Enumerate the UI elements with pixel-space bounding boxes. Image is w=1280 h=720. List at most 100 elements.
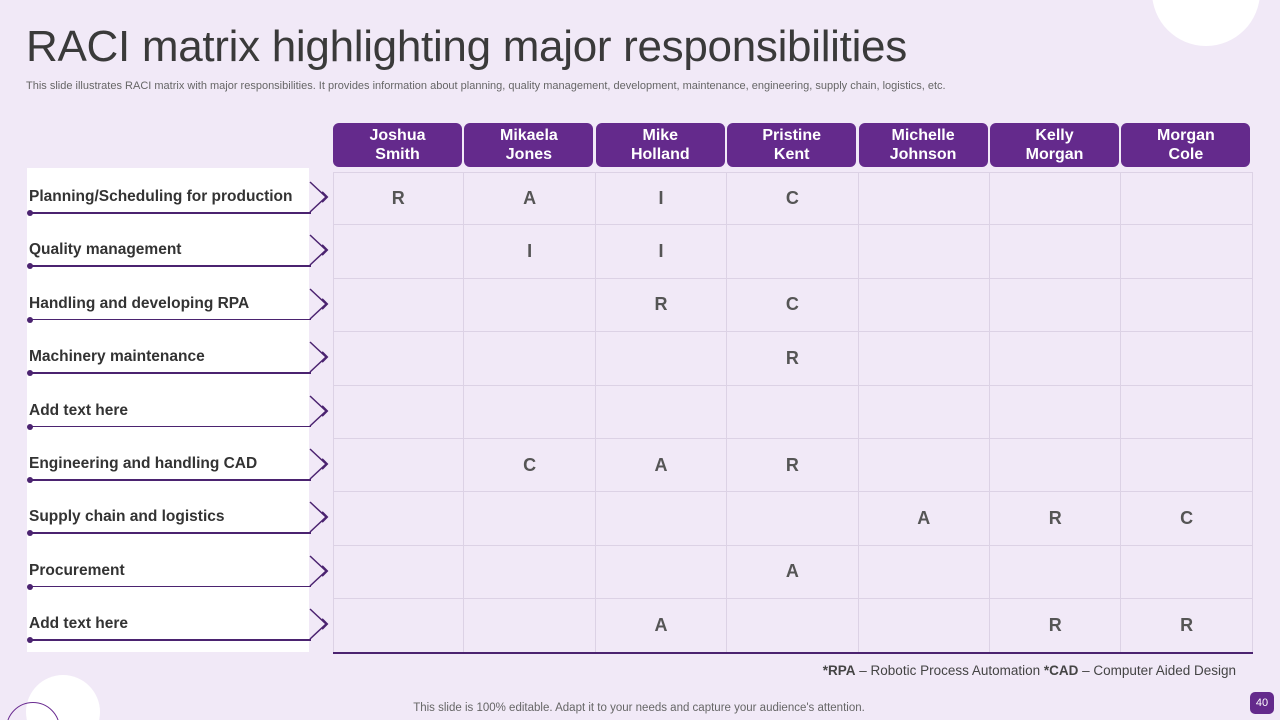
raci-cell: I — [464, 225, 596, 279]
responsibility-label: Engineering and handling CAD — [29, 455, 258, 472]
cad-abbreviation: *CAD — [1043, 663, 1079, 678]
chevron-right-icon — [309, 501, 329, 533]
responsibility-label: Add text here — [29, 615, 129, 633]
person-header: Kelly Morgan — [990, 123, 1119, 167]
person-header: Morgan Cole — [1121, 123, 1251, 167]
person-header: Joshua Smith — [333, 123, 462, 167]
raci-cell — [858, 225, 990, 279]
raci-cell: C — [1121, 492, 1253, 546]
raci-cell — [727, 492, 859, 546]
raci-cell — [595, 492, 728, 546]
label-underline — [30, 372, 311, 374]
label-dot — [27, 316, 33, 323]
raci-cell — [990, 225, 1122, 279]
raci-cell — [1121, 439, 1253, 493]
raci-cell: C — [727, 172, 859, 226]
raci-cell — [990, 385, 1122, 439]
raci-cell — [333, 545, 465, 600]
page-number-badge: 40 — [1250, 692, 1274, 714]
raci-cell — [595, 332, 728, 386]
raci-cell: R — [990, 492, 1122, 546]
raci-cell — [595, 385, 728, 439]
raci-cell: R — [1121, 599, 1253, 653]
raci-cell — [858, 172, 990, 226]
raci-cell: A — [727, 545, 859, 600]
raci-cell — [333, 278, 465, 333]
raci-cell — [464, 385, 596, 439]
chevron-right-icon — [309, 608, 329, 640]
raci-cell — [858, 385, 990, 439]
chevron-right-icon — [309, 395, 329, 427]
raci-cell — [990, 545, 1122, 600]
raci-cell — [464, 332, 596, 386]
raci-cell: C — [727, 278, 859, 333]
cad-definition: – Computer Aided Design — [1078, 663, 1236, 678]
raci-cell — [1121, 225, 1253, 279]
label-dot — [27, 583, 33, 590]
label-dot — [27, 263, 33, 270]
raci-cell: A — [858, 492, 990, 546]
raci-cell: A — [464, 172, 596, 226]
slide-footer: This slide is 100% editable. Adapt it to… — [413, 702, 865, 714]
label-dot — [27, 370, 33, 377]
raci-cell — [990, 439, 1122, 493]
raci-cell — [858, 332, 990, 386]
raci-cell — [727, 599, 859, 653]
raci-cell — [464, 599, 596, 653]
raci-cell — [990, 332, 1122, 386]
raci-cell — [464, 545, 596, 600]
raci-cell: I — [595, 172, 728, 226]
label-dot — [27, 637, 33, 644]
label-underline — [30, 585, 311, 588]
chevron-right-icon — [309, 448, 329, 480]
label-underline — [30, 479, 311, 481]
chevron-right-icon — [309, 288, 329, 320]
label-dot — [27, 210, 33, 216]
label-underline — [30, 265, 311, 267]
raci-cell — [1121, 385, 1253, 439]
raci-cell: R — [595, 278, 728, 333]
abbreviation-footnote: *RPA – Robotic Process Automation *CAD –… — [823, 663, 1236, 678]
chevron-right-icon — [309, 555, 329, 587]
responsibility-label: Planning/Scheduling for production — [29, 188, 293, 205]
raci-cell — [333, 599, 465, 653]
raci-cell — [1121, 278, 1253, 333]
label-underline — [30, 639, 311, 641]
raci-cell — [858, 545, 990, 600]
rpa-definition: – Robotic Process Automation — [855, 663, 1044, 678]
responsibility-label: Add text here — [29, 401, 129, 419]
raci-cell — [1121, 172, 1253, 226]
person-header: Mikaela Jones — [464, 123, 594, 167]
label-dot — [27, 530, 33, 537]
raci-cell — [333, 439, 465, 493]
raci-cell — [858, 439, 990, 493]
person-header: Pristine Kent — [727, 123, 857, 167]
raci-cell — [1121, 332, 1253, 386]
label-underline — [30, 318, 311, 321]
chevron-right-icon — [309, 341, 329, 373]
raci-cell — [333, 332, 465, 386]
raci-cell — [595, 545, 728, 600]
raci-cell — [464, 492, 596, 546]
raci-cell: A — [595, 439, 728, 493]
responsibility-label: Supply chain and logistics — [29, 508, 225, 526]
raci-cell — [333, 385, 465, 439]
responsibility-label: Quality management — [29, 241, 182, 259]
raci-cell: R — [727, 332, 859, 386]
chevron-right-icon — [309, 234, 329, 266]
label-dot — [27, 423, 33, 430]
label-underline — [30, 212, 311, 214]
raci-cell — [858, 599, 990, 653]
responsibility-label: Handling and developing RPA — [29, 294, 250, 312]
chevron-right-icon — [309, 181, 329, 213]
raci-cell — [333, 225, 465, 279]
label-underline — [30, 425, 311, 428]
responsibility-label: Procurement — [29, 561, 125, 579]
rpa-abbreviation: *RPA — [822, 663, 856, 678]
raci-cell — [464, 278, 596, 333]
raci-cell: C — [464, 439, 596, 493]
raci-grid — [333, 172, 1253, 653]
raci-cell — [858, 278, 990, 333]
slide-title: RACI matrix highlighting major responsib… — [26, 22, 907, 71]
raci-cell: R — [990, 599, 1122, 653]
